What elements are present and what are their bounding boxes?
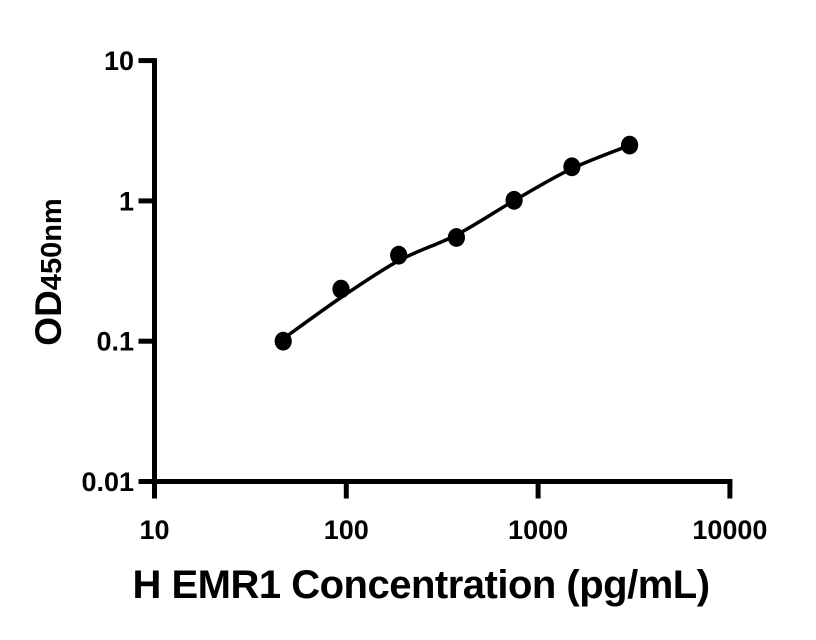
x-tick-label: 10000: [692, 515, 767, 545]
y-axis-title-od: OD: [28, 290, 69, 346]
data-point: [274, 331, 292, 351]
data-point: [505, 190, 523, 210]
y-tick-label: 10: [104, 46, 134, 76]
y-tick-label: 1: [119, 186, 134, 216]
data-point: [447, 228, 465, 247]
x-tick-label: 1000: [508, 515, 568, 545]
x-tick-label: 100: [324, 515, 369, 545]
y-tick-label: 0.01: [81, 467, 134, 497]
x-axis-title: H EMR1 Concentration (pg/mL): [132, 563, 709, 607]
y-axis-title: OD450nm: [28, 198, 69, 345]
data-point: [332, 279, 350, 299]
y-axis-title-wavelength: 450nm: [36, 198, 68, 290]
y-tick-label: 0.1: [96, 327, 134, 357]
data-point: [621, 135, 639, 155]
data-points-layer: [274, 135, 639, 351]
data-point: [563, 157, 581, 177]
x-tick-label: 10: [139, 515, 169, 545]
data-point: [390, 245, 408, 265]
